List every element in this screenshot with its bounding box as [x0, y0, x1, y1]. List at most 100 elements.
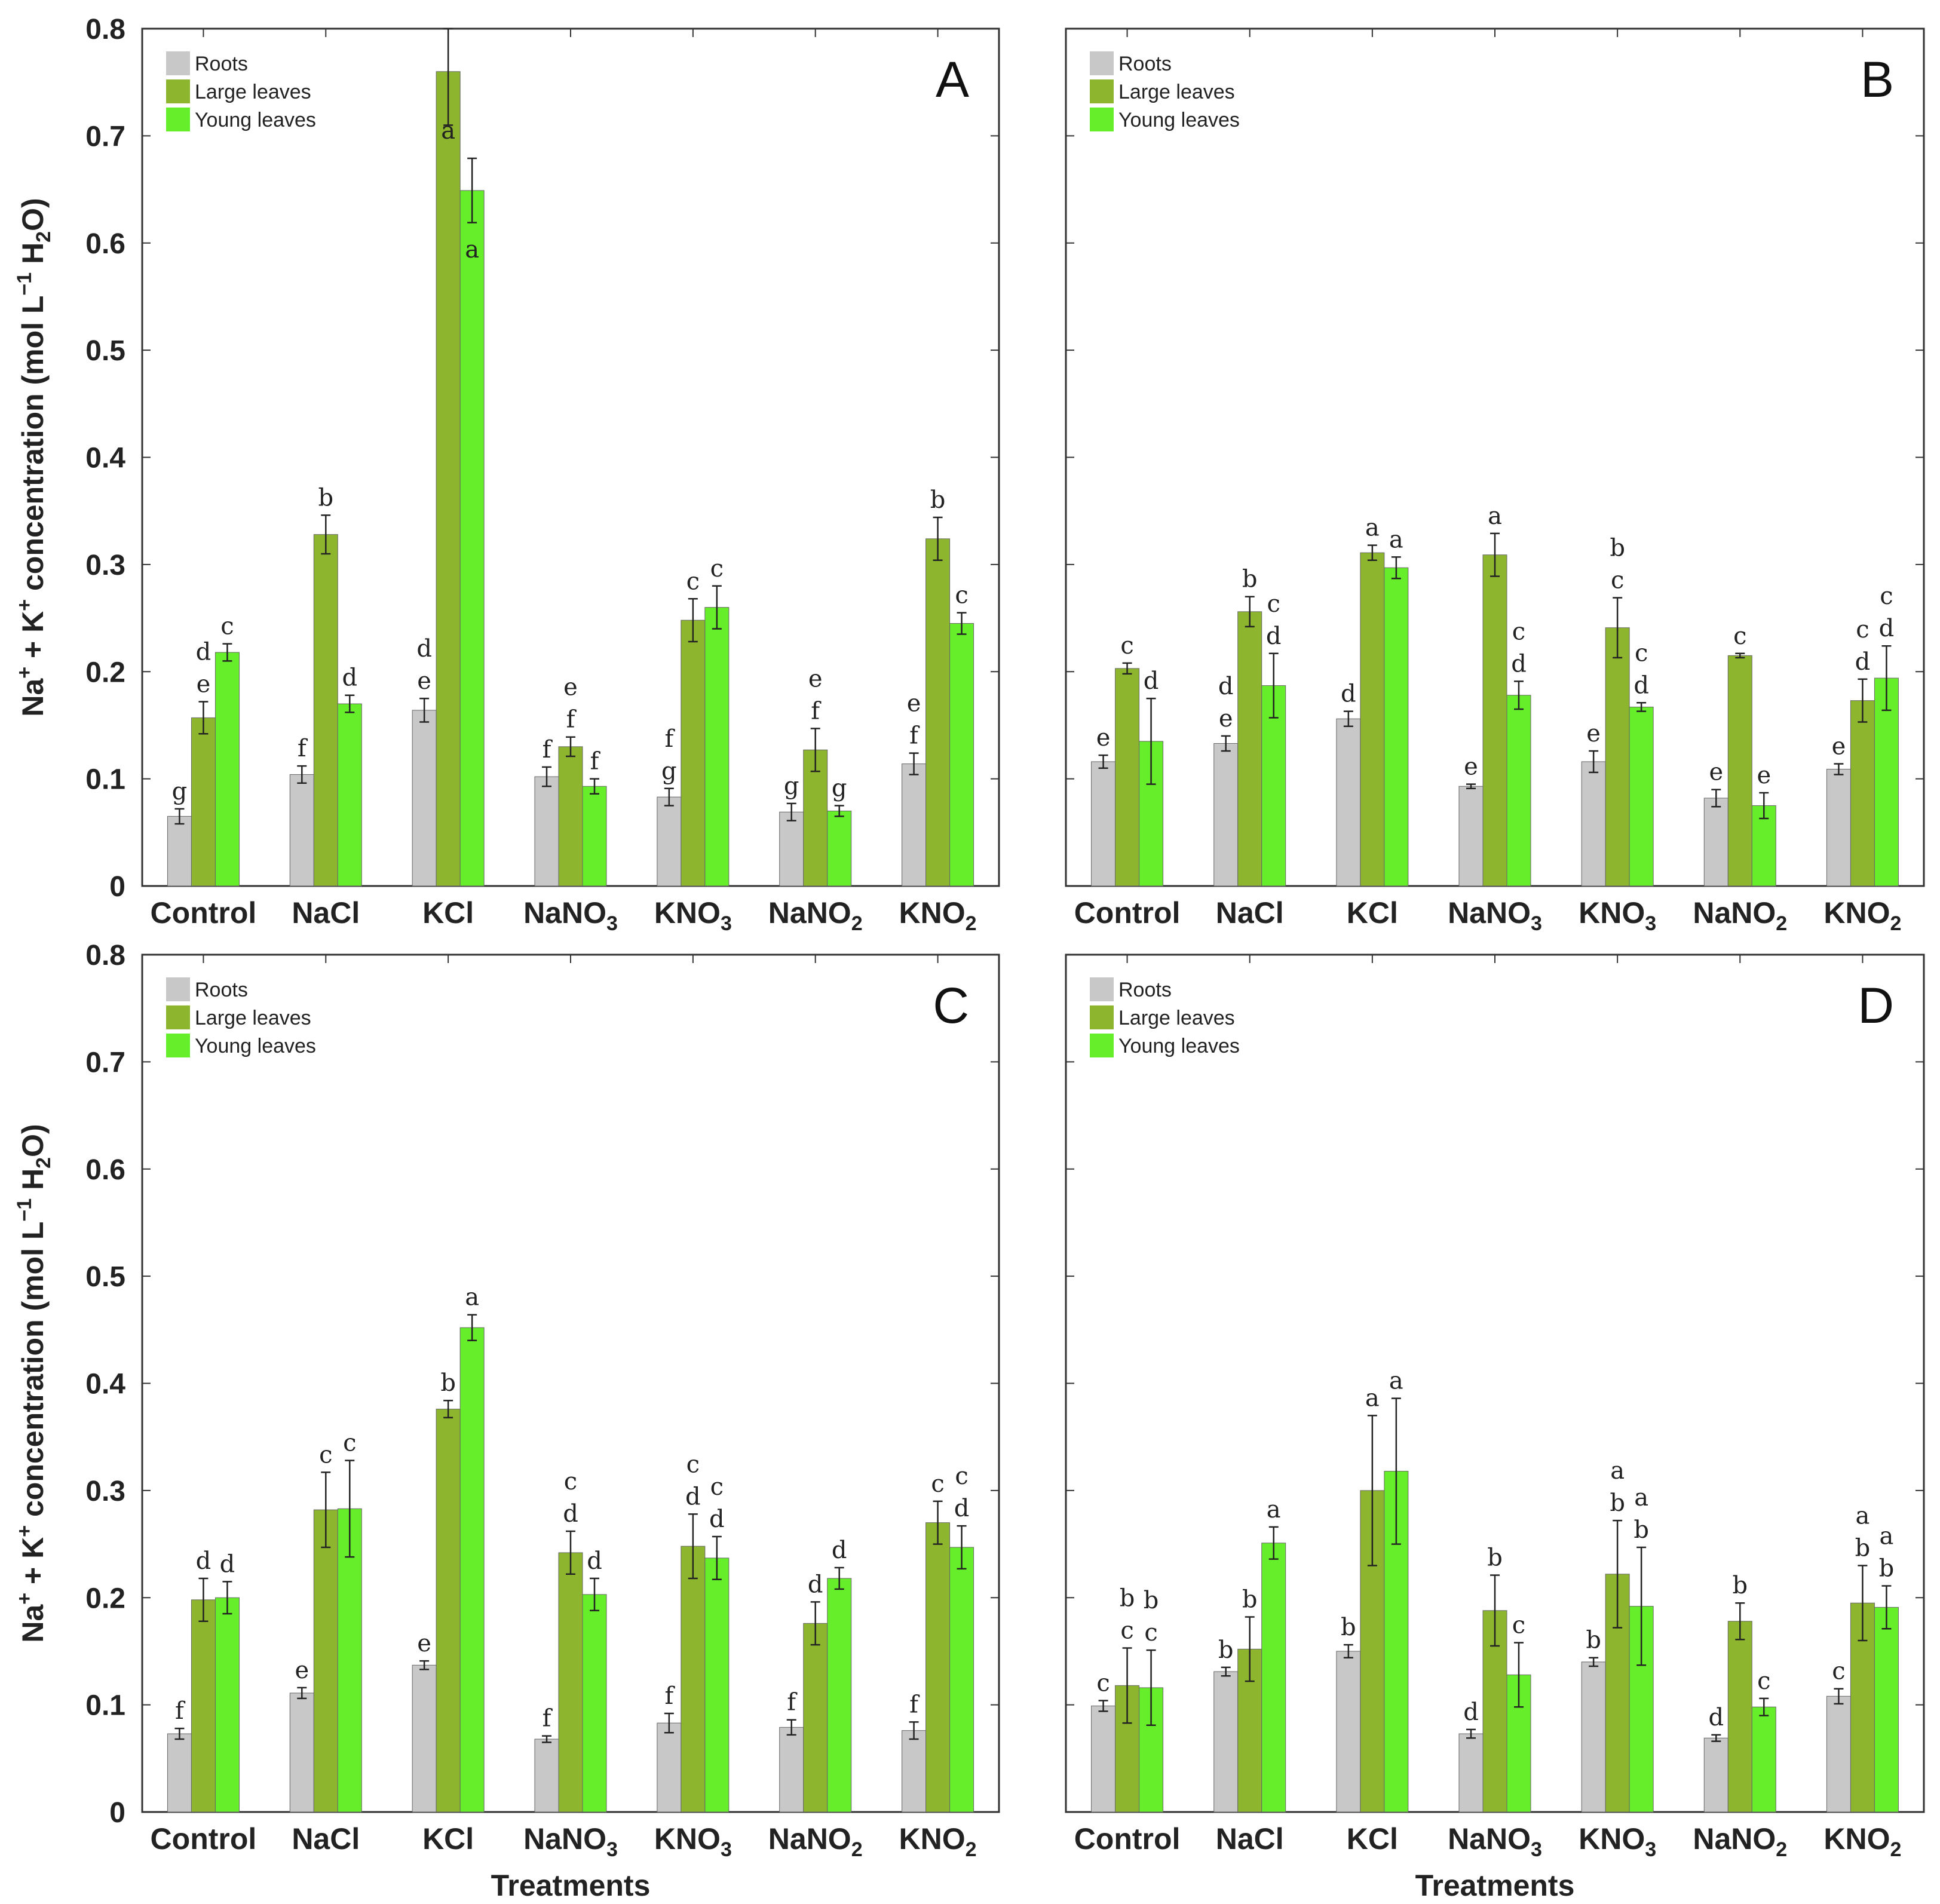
significance-letter: c — [220, 613, 234, 640]
bar-young-leaves — [582, 786, 607, 887]
significance-letter: e — [295, 1657, 309, 1684]
significance-letter: f — [543, 736, 553, 764]
bar-large-leaves — [313, 1509, 338, 1813]
legend-label: Large leaves — [195, 1007, 311, 1029]
category-label: NaCl — [292, 896, 360, 930]
legend-swatch — [1090, 79, 1114, 103]
bar-large-leaves — [1850, 700, 1875, 887]
legend-label: Roots — [195, 53, 248, 75]
significance-letter: e — [1096, 724, 1111, 752]
bar-large-leaves — [925, 1522, 951, 1813]
significance-letter: a — [1389, 526, 1403, 553]
bar-roots — [779, 811, 804, 887]
category-label: Control — [1074, 896, 1181, 930]
y-axis-title: Na+ + K+ concentration (mol L−1 H2O) — [13, 1124, 55, 1642]
bar-roots — [1458, 786, 1484, 887]
significance-letter: b — [930, 486, 946, 514]
bar-large-leaves — [1237, 611, 1262, 887]
significance-letter: d — [832, 1537, 847, 1564]
significance-letter: g — [832, 774, 847, 802]
bar-roots — [1091, 761, 1116, 887]
bar-large-leaves — [1360, 552, 1385, 887]
bar-roots — [412, 710, 437, 887]
significance-letter: b — [1586, 1627, 1601, 1654]
significance-letter: e — [417, 1630, 431, 1657]
bar-roots — [412, 1664, 437, 1813]
category-label: NaNO3 — [1448, 896, 1542, 935]
bar-roots — [167, 815, 192, 887]
panel-letter: A — [936, 51, 969, 108]
bar-young-leaves — [582, 1594, 607, 1813]
bar-young-leaves — [1384, 567, 1409, 887]
bar-large-leaves — [1727, 1621, 1752, 1813]
bar-roots — [167, 1733, 192, 1813]
y-tick-label: 0.6 — [85, 228, 125, 260]
legend-swatch — [166, 1034, 190, 1057]
bar-roots — [1826, 1695, 1851, 1813]
bar-large-leaves — [803, 1623, 828, 1813]
significance-letter: a — [441, 117, 455, 145]
significance-letter: d — [1144, 667, 1159, 695]
significance-letter: e — [1757, 762, 1771, 789]
significance-letter: b — [1487, 1544, 1503, 1572]
y-tick-label: 0.1 — [85, 764, 125, 796]
bar-young-leaves — [1261, 1543, 1286, 1813]
bar-young-leaves — [459, 1327, 485, 1813]
bar-roots — [534, 1739, 559, 1813]
bar-roots — [1091, 1705, 1116, 1813]
category-label: KCl — [422, 1822, 474, 1856]
significance-letter: f — [787, 1689, 798, 1716]
bar-large-leaves — [681, 620, 706, 887]
significance-letter: a — [465, 236, 479, 263]
bar-young-leaves — [337, 703, 362, 887]
panel-letter: C — [933, 977, 969, 1034]
bar-roots — [1458, 1733, 1484, 1813]
significance-letter: d — [1341, 680, 1356, 708]
significance-letter: b — [1218, 1636, 1234, 1664]
y-tick-label: 0.6 — [85, 1154, 125, 1186]
y-tick-label: 0 — [109, 871, 125, 903]
bar-roots — [902, 764, 927, 887]
y-tick-label: 0 — [109, 1797, 125, 1829]
y-tick-label: 0.7 — [85, 121, 125, 152]
panel-d: Control NaCl KCl NaNO3 KNO3 NaNO2 KNO2cbbdbdcb… — [1065, 953, 1925, 1902]
bar-roots — [902, 1730, 927, 1813]
significance-letter: d — [1708, 1704, 1724, 1731]
significance-letter: a — [1365, 1384, 1380, 1412]
significance-letter: c — [931, 1470, 944, 1498]
bar-young-leaves — [1874, 1606, 1899, 1813]
bar-large-leaves — [1727, 655, 1752, 887]
legend-label: Roots — [195, 979, 248, 1001]
significance-letter: a — [1389, 1368, 1403, 1395]
y-tick-label: 0.3 — [85, 550, 125, 581]
legend-label: Large leaves — [1118, 1007, 1235, 1029]
y-tick-label: 0.2 — [85, 657, 125, 688]
significance-letter: b — [318, 484, 333, 511]
y-tick-label: 0.7 — [85, 1047, 125, 1078]
significance-letter: f — [543, 1705, 553, 1733]
bar-large-leaves — [313, 534, 338, 887]
bar-large-leaves — [436, 1409, 461, 1813]
category-label: Control — [1074, 1822, 1181, 1856]
significance-letter: d — [196, 1547, 212, 1575]
significance-letter: d — [587, 1547, 602, 1575]
y-axis-title: Na+ + K+ concentration (mol L−1 H2O) — [13, 198, 55, 716]
bar-young-leaves — [704, 1557, 730, 1813]
significance-letter: f — [909, 1691, 920, 1718]
legend-label: Large leaves — [1118, 81, 1235, 103]
bar-young-leaves — [704, 607, 730, 887]
category-label: NaCl — [292, 1822, 360, 1856]
category-label: KCl — [1347, 1822, 1398, 1856]
bar-young-leaves — [1629, 706, 1654, 887]
category-label: KNO2 — [1823, 896, 1901, 935]
legend-label: Young leaves — [1118, 109, 1240, 131]
legend-swatch — [1090, 1005, 1114, 1029]
bar-young-leaves — [1261, 685, 1286, 887]
bar-young-leaves — [1506, 695, 1531, 887]
